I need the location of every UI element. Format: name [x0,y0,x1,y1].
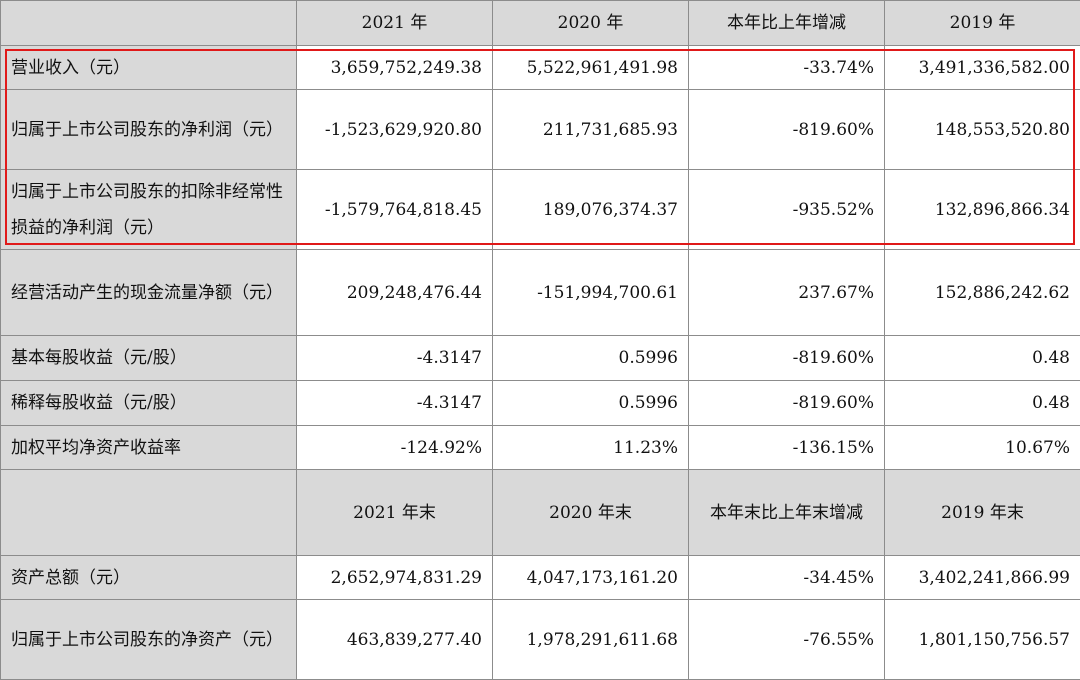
table-row-net-profit-deducted: 归属于上市公司股东的扣除非经常性损益的净利润（元） -1,579,764,818… [1,170,1080,250]
table-row-roe: 加权平均净资产收益率 -124.92% 11.23% -136.15% 10.6… [1,426,1080,470]
row-label: 经营活动产生的现金流量净额（元） [1,250,297,336]
cell-2021-end: 463,839,277.40 [297,600,493,680]
cell-change: 237.67% [689,250,885,336]
row-label: 资产总额（元） [1,556,297,600]
header-2021-end: 2021 年末 [297,470,493,556]
row-label: 稀释每股收益（元/股） [1,381,297,426]
row-label: 归属于上市公司股东的净资产（元） [1,600,297,680]
header-2019: 2019 年 [885,1,1080,46]
header-2020: 2020 年 [493,1,689,46]
cell-2019: 148,553,520.80 [885,90,1080,170]
header-2021: 2021 年 [297,1,493,46]
cell-2020: 11.23% [493,426,689,470]
cell-2019-end: 3,402,241,866.99 [885,556,1080,600]
cell-2021: -4.3147 [297,381,493,426]
header-change: 本年比上年增减 [689,1,885,46]
cell-2020: 211,731,685.93 [493,90,689,170]
header-change-end: 本年末比上年末增减 [689,470,885,556]
header-row-period-end: 2021 年末 2020 年末 本年末比上年末增减 2019 年末 [1,470,1080,556]
header-row-period: 2021 年 2020 年 本年比上年增减 2019 年 [1,1,1080,46]
table-row-net-profit: 归属于上市公司股东的净利润（元） -1,523,629,920.80 211,7… [1,90,1080,170]
cell-change: -935.52% [689,170,885,250]
cell-change: -819.60% [689,336,885,381]
table-row-diluted-eps: 稀释每股收益（元/股） -4.3147 0.5996 -819.60% 0.48 [1,381,1080,426]
cell-2021: -1,523,629,920.80 [297,90,493,170]
row-label: 归属于上市公司股东的净利润（元） [1,90,297,170]
cell-2020: 0.5996 [493,336,689,381]
cell-2019: 0.48 [885,336,1080,381]
table-row-operating-cash-flow: 经营活动产生的现金流量净额（元） 209,248,476.44 -151,994… [1,250,1080,336]
cell-change-end: -34.45% [689,556,885,600]
cell-2021: 209,248,476.44 [297,250,493,336]
cell-2021: 3,659,752,249.38 [297,46,493,90]
cell-2021: -4.3147 [297,336,493,381]
header-corner-cell [1,1,297,46]
cell-2019: 10.67% [885,426,1080,470]
cell-change: -819.60% [689,90,885,170]
header-corner-cell [1,470,297,556]
cell-2020: 0.5996 [493,381,689,426]
cell-change: -136.15% [689,426,885,470]
cell-2019: 152,886,242.62 [885,250,1080,336]
table-row-basic-eps: 基本每股收益（元/股） -4.3147 0.5996 -819.60% 0.48 [1,336,1080,381]
cell-2020: 189,076,374.37 [493,170,689,250]
cell-2020-end: 4,047,173,161.20 [493,556,689,600]
table-row-total-assets: 资产总额（元） 2,652,974,831.29 4,047,173,161.2… [1,556,1080,600]
cell-change: -819.60% [689,381,885,426]
table-row-revenue: 营业收入（元） 3,659,752,249.38 5,522,961,491.9… [1,46,1080,90]
header-2019-end: 2019 年末 [885,470,1080,556]
cell-change: -33.74% [689,46,885,90]
table-row-net-assets: 归属于上市公司股东的净资产（元） 463,839,277.40 1,978,29… [1,600,1080,680]
cell-2020: -151,994,700.61 [493,250,689,336]
cell-2019: 132,896,866.34 [885,170,1080,250]
row-label: 加权平均净资产收益率 [1,426,297,470]
row-label: 营业收入（元） [1,46,297,90]
cell-2020-end: 1,978,291,611.68 [493,600,689,680]
cell-2021: -1,579,764,818.45 [297,170,493,250]
cell-2019-end: 1,801,150,756.57 [885,600,1080,680]
cell-2019: 0.48 [885,381,1080,426]
cell-change-end: -76.55% [689,600,885,680]
cell-2021: -124.92% [297,426,493,470]
cell-2021-end: 2,652,974,831.29 [297,556,493,600]
row-label: 归属于上市公司股东的扣除非经常性损益的净利润（元） [1,170,297,250]
cell-2019: 3,491,336,582.00 [885,46,1080,90]
row-label: 基本每股收益（元/股） [1,336,297,381]
cell-2020: 5,522,961,491.98 [493,46,689,90]
header-2020-end: 2020 年末 [493,470,689,556]
